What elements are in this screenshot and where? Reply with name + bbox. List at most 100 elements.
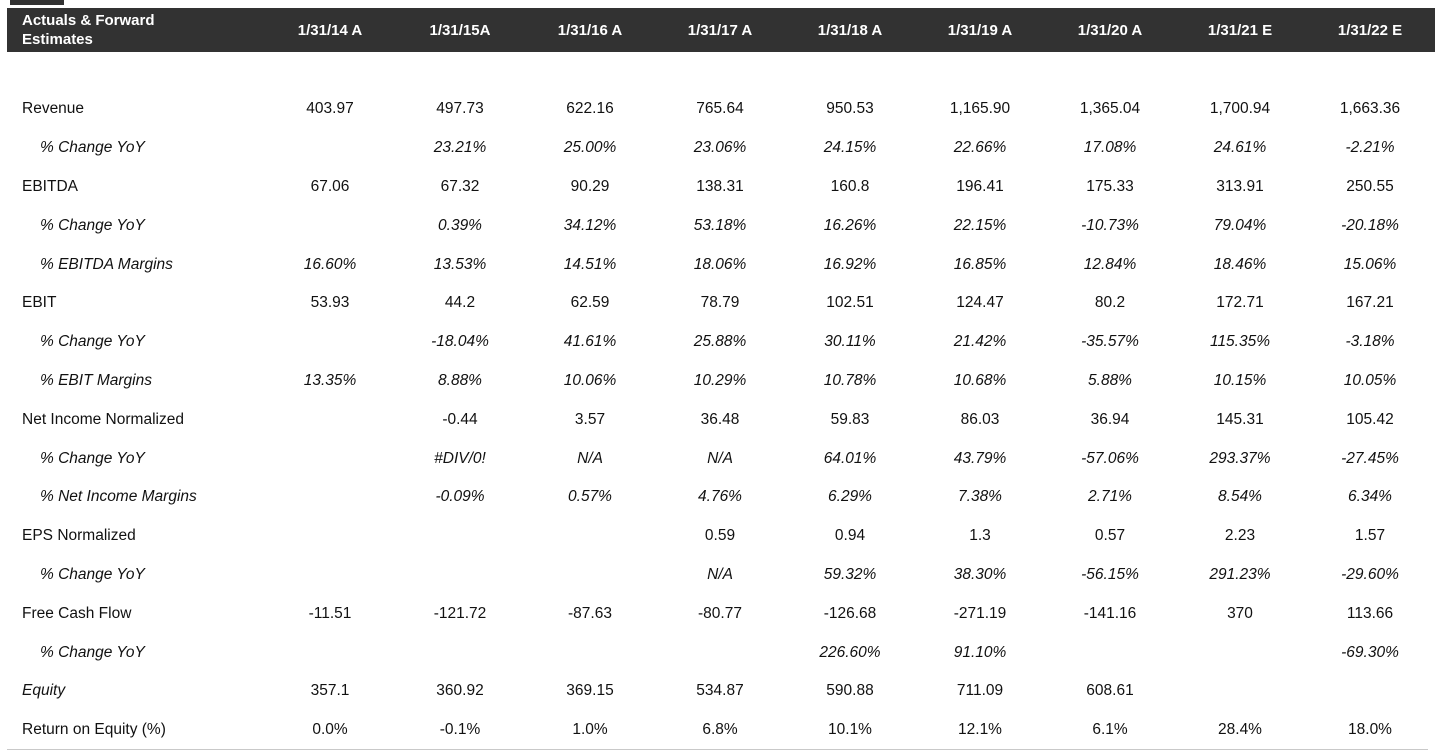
cell-value: 250.55 — [1346, 177, 1394, 195]
cell-value: -2.21% — [1345, 139, 1395, 157]
cell-value: -0.09% — [435, 488, 485, 506]
cell-value: 28.4% — [1218, 721, 1262, 739]
cell-value: -80.77 — [698, 604, 742, 622]
cell-value: 590.88 — [826, 682, 874, 700]
cell-value: 79.04% — [1213, 216, 1267, 234]
cell-value: 23.06% — [693, 139, 747, 157]
row-label: Net Income Normalized — [22, 410, 184, 428]
cell-value: 5.88% — [1088, 371, 1132, 389]
cell-value: 313.91 — [1216, 177, 1264, 195]
table-row: EBIT 53.93 44.2 62.59 78.79 102.51 124.47 80.2 1… — [0, 284, 1435, 323]
cell-value: 1,663.36 — [1339, 100, 1401, 118]
row-label: % Change YoY — [40, 216, 145, 234]
cell-value: -0.44 — [442, 410, 478, 428]
cell-value: -0.1% — [439, 721, 481, 739]
cell-value: 67.06 — [310, 177, 350, 195]
table-row: % Change YoY #DIV/0! N/A N/A 64.01% 43.79% -57… — [0, 439, 1435, 478]
cell-value: 10.15% — [1213, 371, 1267, 389]
table-body: Revenue 403.97 497.73 622.16 765.64 950.53 1,1… — [0, 90, 1435, 750]
cell-value: N/A — [577, 449, 603, 467]
column-header: 1/31/15A — [429, 21, 491, 39]
cell-value: 12.84% — [1083, 255, 1137, 273]
cell-value: 38.30% — [953, 565, 1007, 583]
cell-value: 370 — [1227, 604, 1253, 622]
table-row: % EBIT Margins 13.35% 8.88% 10.06% 10.29% 10.… — [0, 362, 1435, 401]
cell-value: 124.47 — [956, 294, 1004, 312]
cell-value: 0.0% — [312, 721, 348, 739]
cell-value: -18.04% — [431, 333, 489, 351]
table-row: % EBITDA Margins 16.60% 13.53% 14.51% 18.06%… — [0, 245, 1435, 284]
column-header: 1/31/14 A — [297, 21, 363, 39]
cell-value: 53.18% — [693, 216, 747, 234]
cell-value: -3.18% — [1345, 333, 1395, 351]
cell-value: 4.76% — [698, 488, 742, 506]
cell-value: -29.60% — [1341, 565, 1399, 583]
row-label: EPS Normalized — [22, 527, 136, 545]
cell-value: 8.54% — [1218, 488, 1262, 506]
cell-value: 196.41 — [956, 177, 1004, 195]
cell-value: 14.51% — [563, 255, 617, 273]
cell-value: -121.72 — [433, 604, 487, 622]
cell-value: -141.16 — [1083, 604, 1137, 622]
row-label: EBITDA — [22, 177, 78, 195]
cell-value: 1.0% — [572, 721, 608, 739]
cell-value: 1.57 — [1354, 527, 1386, 545]
column-header: 1/31/20 A — [1077, 21, 1143, 39]
cropped-row-fragment — [10, 0, 64, 5]
cell-value: 13.35% — [303, 371, 357, 389]
cell-value: 24.61% — [1213, 139, 1267, 157]
cell-value: 10.29% — [693, 371, 747, 389]
cell-value: 1,365.04 — [1079, 100, 1141, 118]
table-row: % Change YoY 226.60% 91.10% -69.30% — [0, 633, 1435, 672]
cell-value: 91.10% — [953, 643, 1007, 661]
cell-value: 291.23% — [1209, 565, 1271, 583]
cell-value: 175.33 — [1086, 177, 1134, 195]
table-row: Revenue 403.97 497.73 622.16 765.64 950.53 1,1… — [0, 90, 1435, 129]
cell-value: 18.0% — [1348, 721, 1392, 739]
cell-value: 86.03 — [960, 410, 1000, 428]
cell-value: 90.29 — [570, 177, 610, 195]
cell-value: 2.23 — [1224, 527, 1256, 545]
cell-value: 950.53 — [826, 100, 874, 118]
cell-value: -126.68 — [823, 604, 877, 622]
cell-value: 43.79% — [953, 449, 1007, 467]
cell-value: 102.51 — [826, 294, 874, 312]
cell-value: 622.16 — [566, 100, 614, 118]
cell-value: 8.88% — [438, 371, 482, 389]
cell-value: 293.37% — [1209, 449, 1271, 467]
bottom-rule — [7, 749, 1428, 750]
cell-value: 711.09 — [956, 682, 1004, 700]
cell-value: 41.61% — [563, 333, 617, 351]
table-title: Actuals & Forward Estimates — [22, 11, 155, 49]
row-label: % EBIT Margins — [40, 371, 152, 389]
cell-value: 16.92% — [823, 255, 877, 273]
cell-value: 1.3 — [969, 527, 991, 545]
cell-value: 25.00% — [563, 139, 617, 157]
cell-value: 167.21 — [1346, 294, 1394, 312]
cell-value: -69.30% — [1341, 643, 1399, 661]
cell-value: 369.15 — [566, 682, 614, 700]
row-label: % Change YoY — [40, 139, 145, 157]
cell-value: 64.01% — [823, 449, 877, 467]
cell-value: 18.46% — [1213, 255, 1267, 273]
cell-value: 10.68% — [953, 371, 1007, 389]
cell-value: 23.21% — [433, 139, 487, 157]
cell-value: 21.42% — [953, 333, 1007, 351]
cell-value: 10.05% — [1343, 371, 1397, 389]
table-row: % Net Income Margins -0.09% 0.57% 4.76% 6.29… — [0, 478, 1435, 517]
cell-value: 30.11% — [824, 333, 876, 351]
cell-value: 10.06% — [563, 371, 617, 389]
cell-value: 115.35% — [1209, 333, 1271, 351]
cell-value: 360.92 — [436, 682, 484, 700]
table-header: Actuals & Forward Estimates 1/31/14 A 1/3… — [7, 8, 1435, 52]
row-label: EBIT — [22, 294, 57, 312]
column-header: 1/31/17 A — [687, 21, 753, 39]
cell-value: 13.53% — [433, 255, 487, 273]
cell-value: 497.73 — [436, 100, 484, 118]
row-label: % Change YoY — [40, 565, 145, 583]
cell-value: 1,700.94 — [1209, 100, 1271, 118]
cell-value: 16.60% — [303, 255, 357, 273]
cell-value: 59.83 — [830, 410, 870, 428]
cell-value: 10.1% — [828, 721, 872, 739]
